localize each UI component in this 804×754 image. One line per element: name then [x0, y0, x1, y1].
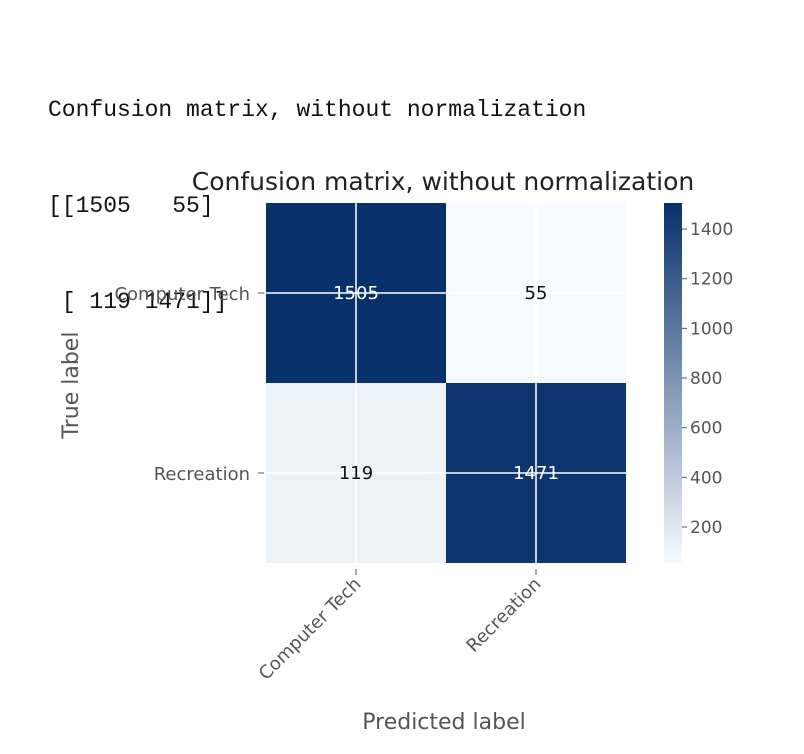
heatmap-gridlines	[266, 203, 626, 563]
colorbar-tick-label: 200	[690, 518, 722, 538]
console-matrix-line-1: [[1505 55]	[48, 193, 214, 219]
x-tick-label: Computer Tech	[255, 574, 366, 685]
y-tick-label: Recreation	[154, 464, 250, 485]
colorbar-tick-label: 600	[690, 419, 722, 439]
cell-value-label: 119	[339, 463, 373, 484]
chart-title: Confusion matrix, without normalization	[192, 167, 695, 196]
y-axis-ticks: Computer Tech Recreation	[114, 284, 264, 485]
colorbar-tick-label: 800	[690, 369, 722, 389]
heatmap-cells	[266, 203, 626, 563]
x-axis-label: Predicted label	[362, 710, 525, 735]
colorbar-tick-label: 1400	[690, 220, 733, 240]
console-heading: Confusion matrix, without normalization	[48, 97, 587, 123]
cell-value-label: 1505	[333, 283, 379, 304]
cell-value-label: 55	[525, 283, 548, 304]
x-tick-label: Recreation	[463, 574, 546, 657]
y-tick-label: Computer Tech	[114, 284, 250, 305]
colorbar-tick-label: 1200	[690, 270, 733, 290]
colorbar-gradient	[664, 203, 682, 563]
x-axis-ticks: Computer Tech Recreation	[255, 569, 546, 684]
cell-value-label: 1471	[513, 463, 559, 484]
console-output: Confusion matrix, without normalization …	[48, 30, 586, 350]
colorbar-tick-label: 400	[690, 468, 722, 488]
heatmap-cell-labels: 1505 55 119 1471	[333, 283, 559, 484]
console-matrix-line-2: [ 119 1471]]	[48, 289, 228, 315]
y-axis-label: True label	[59, 332, 84, 440]
colorbar: 200 400 600 800 1000 1200 1400	[664, 203, 733, 563]
colorbar-tick-label: 1000	[690, 319, 733, 339]
